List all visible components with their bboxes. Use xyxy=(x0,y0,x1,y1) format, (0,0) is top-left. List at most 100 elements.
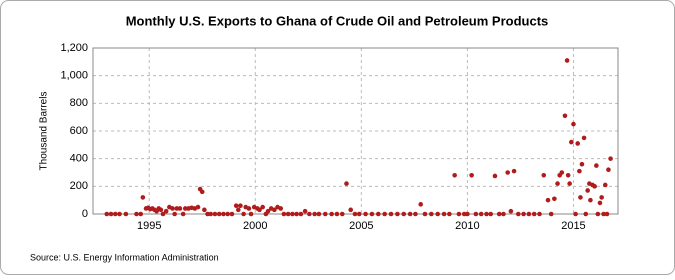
point xyxy=(407,211,413,217)
point xyxy=(322,211,328,217)
point xyxy=(583,211,589,217)
point xyxy=(559,170,565,175)
point xyxy=(581,135,587,141)
point xyxy=(501,211,506,217)
y-tick-label: 200 xyxy=(70,180,88,192)
x-tick-label: 2005 xyxy=(349,220,373,232)
point xyxy=(298,211,304,217)
point xyxy=(508,208,514,214)
point xyxy=(575,141,580,146)
point xyxy=(229,211,235,217)
point xyxy=(233,203,239,208)
point xyxy=(363,211,368,217)
y-tick-label: 0 xyxy=(82,208,88,220)
point xyxy=(236,207,241,213)
point xyxy=(521,211,526,217)
point xyxy=(163,208,169,214)
point xyxy=(573,211,578,217)
point xyxy=(285,211,291,217)
y-tick-label: 600 xyxy=(70,125,88,137)
point xyxy=(537,211,542,217)
point xyxy=(265,208,271,214)
point xyxy=(541,172,547,178)
point xyxy=(526,211,532,217)
point xyxy=(452,172,457,178)
point xyxy=(597,200,603,206)
point xyxy=(376,211,381,217)
point xyxy=(545,197,551,203)
point xyxy=(180,211,186,217)
point xyxy=(369,211,375,217)
point xyxy=(592,184,597,189)
point xyxy=(565,172,571,178)
point xyxy=(348,207,354,213)
point xyxy=(158,207,164,213)
point xyxy=(577,168,582,174)
point xyxy=(585,188,590,193)
point xyxy=(257,207,262,213)
point xyxy=(140,195,146,200)
y-tick-label: 1,200 xyxy=(60,42,88,54)
point xyxy=(174,206,180,211)
point xyxy=(588,197,593,203)
point xyxy=(212,211,218,217)
point xyxy=(571,121,576,127)
point xyxy=(456,211,462,217)
point xyxy=(484,211,489,217)
x-tick-label: 2000 xyxy=(243,220,267,232)
point xyxy=(461,211,467,217)
point xyxy=(382,211,387,217)
x-tick-label: 2010 xyxy=(455,220,479,232)
point xyxy=(569,139,574,145)
y-tick-label: 800 xyxy=(70,97,88,109)
point xyxy=(290,211,295,217)
point xyxy=(104,211,110,217)
point xyxy=(134,211,139,217)
point xyxy=(608,156,613,161)
point xyxy=(401,211,407,217)
y-axis-label: Thousand Barrels xyxy=(39,92,50,171)
point xyxy=(172,211,177,217)
point xyxy=(339,211,345,217)
point xyxy=(604,211,610,217)
point xyxy=(531,211,537,217)
point xyxy=(182,206,188,211)
point xyxy=(160,211,166,217)
point xyxy=(307,211,312,217)
point xyxy=(344,181,349,186)
y-tick-label: 1,000 xyxy=(60,70,88,82)
point xyxy=(606,167,611,173)
point xyxy=(278,206,284,211)
point xyxy=(478,211,484,217)
x-tick-label: 2015 xyxy=(561,220,585,232)
point xyxy=(195,204,201,210)
point xyxy=(578,195,583,200)
point xyxy=(602,182,608,188)
point xyxy=(216,211,222,217)
point xyxy=(356,211,362,217)
point xyxy=(548,211,554,217)
point xyxy=(562,113,568,119)
point xyxy=(552,196,557,202)
point xyxy=(422,211,428,217)
point xyxy=(429,211,434,217)
point xyxy=(221,211,226,217)
point xyxy=(202,207,207,213)
chart-title: Monthly U.S. Exports to Ghana of Crude O… xyxy=(126,13,549,28)
point xyxy=(418,202,424,207)
point xyxy=(205,211,210,217)
point xyxy=(246,206,252,211)
point xyxy=(241,211,246,217)
point xyxy=(567,181,572,186)
point xyxy=(208,211,214,217)
point xyxy=(108,211,114,217)
point xyxy=(170,206,175,211)
point xyxy=(516,211,521,217)
point xyxy=(492,173,498,179)
point xyxy=(281,211,287,217)
point xyxy=(302,208,308,214)
point xyxy=(199,189,205,195)
point xyxy=(117,211,122,217)
point xyxy=(594,163,599,168)
